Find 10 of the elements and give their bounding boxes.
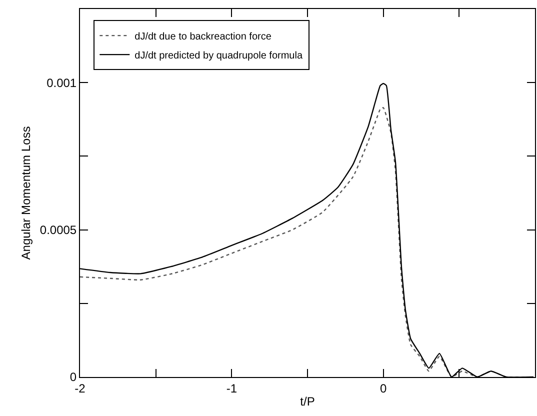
legend-label: dJ/dt predicted by quadrupole formula [134,50,303,62]
y-tick-label: 0.001 [46,76,77,90]
y-axis-title: Angular Momentum Loss [19,126,34,260]
x-tick-label: -2 [74,381,86,396]
x-axis-title: t/P [300,394,315,408]
legend-label: dJ/dt due to backreaction force [134,31,272,42]
x-tick-label: -1 [226,381,238,396]
x-tick-label: 0 [380,381,387,396]
y-tick-label: 0 [70,370,77,384]
y-tick-label: 0.0005 [40,223,77,237]
